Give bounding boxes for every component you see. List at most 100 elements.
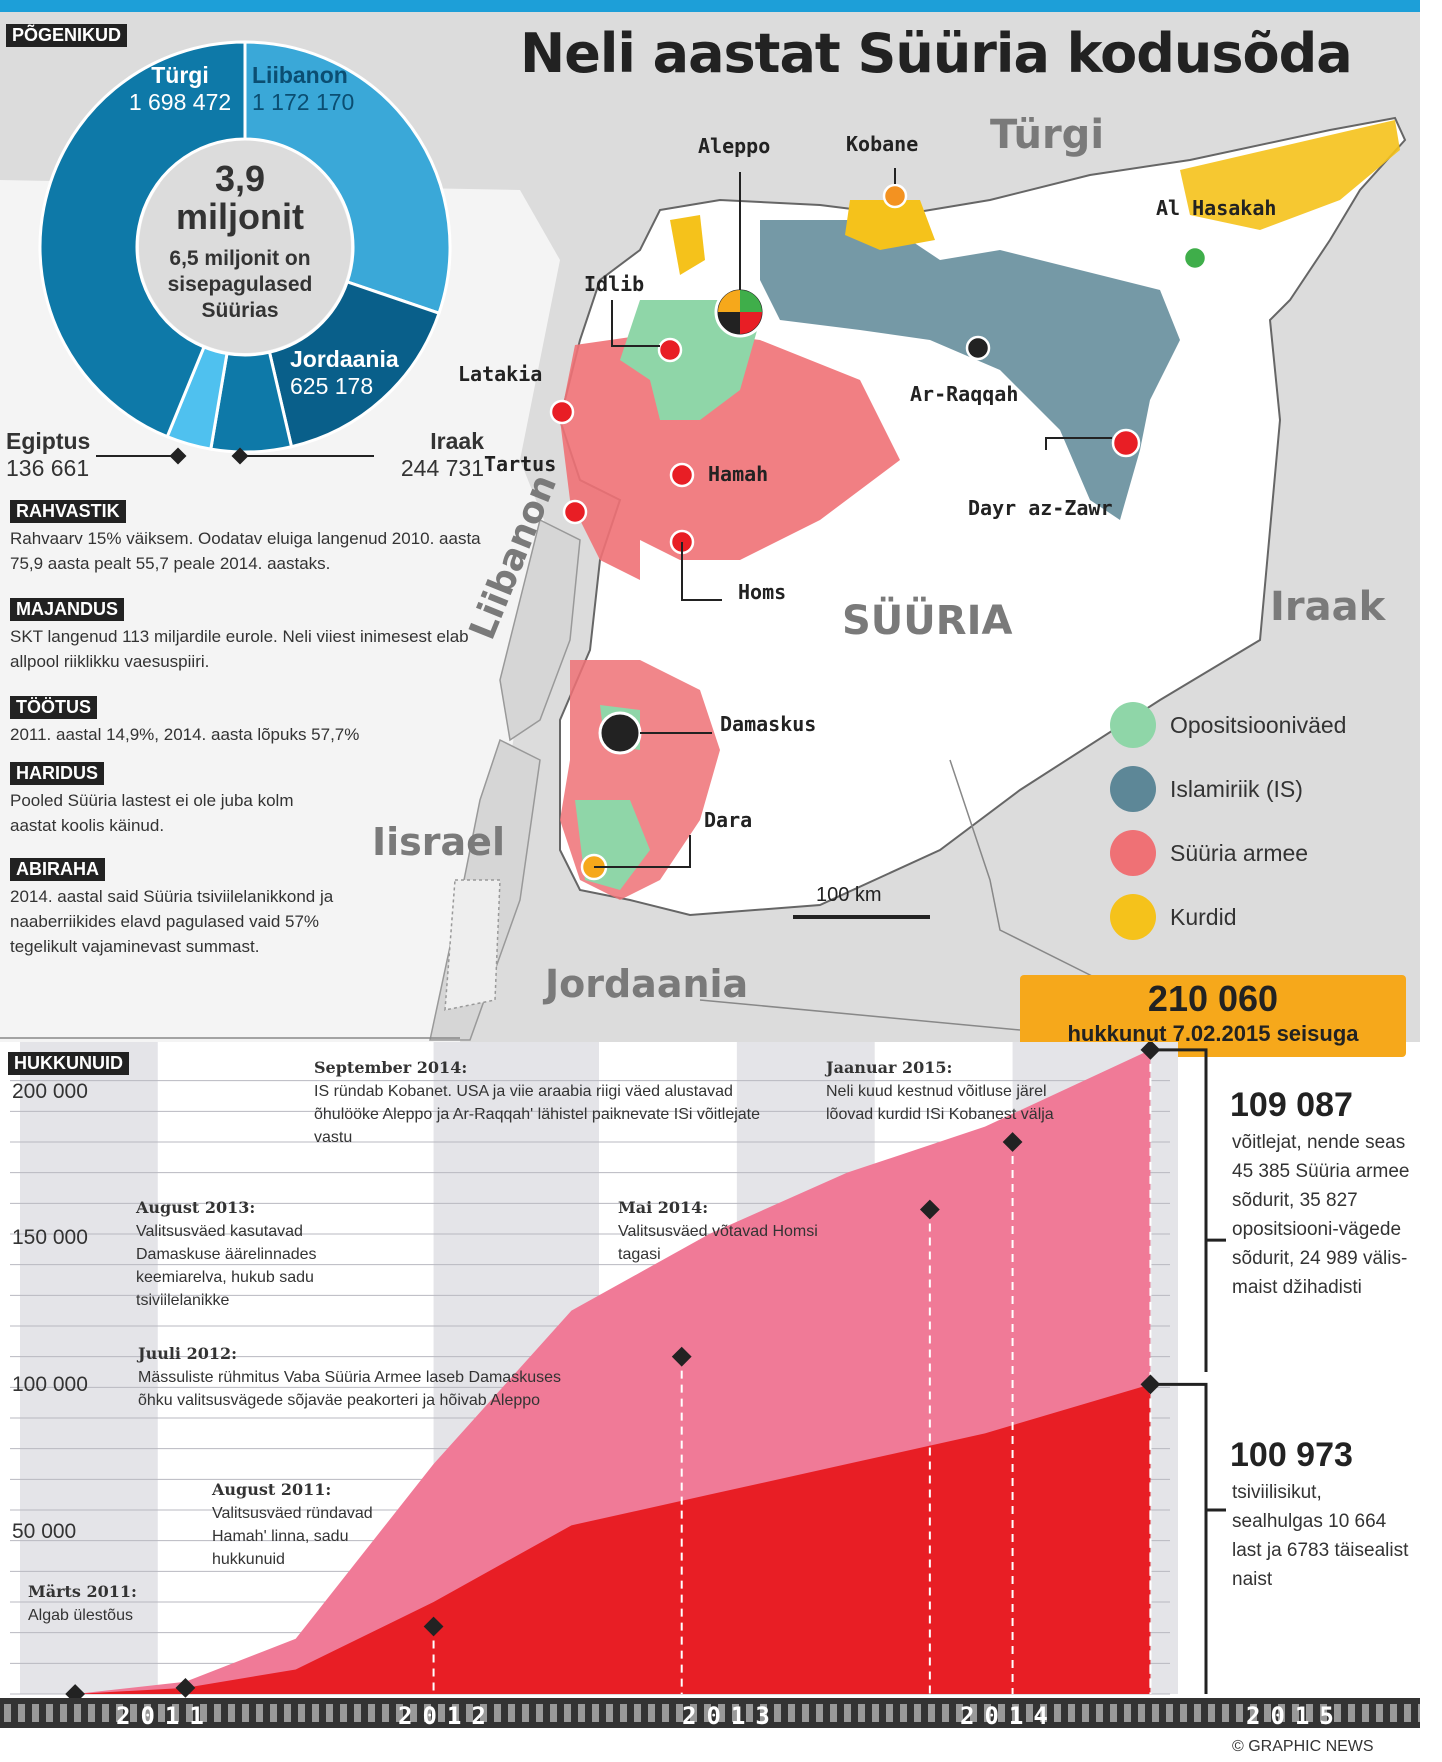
timeline-tick-494 <box>494 1704 501 1722</box>
fighters-desc: võitlejat, nende seas 45 385 Süüria arme… <box>1232 1132 1410 1298</box>
aid-text: 2014. aastal said Süüria tsiviilelanikko… <box>10 887 334 956</box>
legend-is: Islamiriik (IS) <box>1110 764 1303 814</box>
kurd-kobane-area <box>845 200 935 250</box>
city-hasakah: Al Hasakah <box>1156 196 1277 220</box>
civilians-area <box>75 1384 1151 1694</box>
lebanon-shape <box>499 518 581 742</box>
marker-damascus <box>598 711 642 755</box>
deaths-tag: HUKKUNUID <box>8 1052 129 1075</box>
year-band-0 <box>20 1042 158 1694</box>
city-kobane: Kobane <box>846 132 919 156</box>
civilians-bracket <box>1158 1382 1226 1694</box>
timeline-tick-1264 <box>1264 1704 1271 1722</box>
ytick-150000: 150 000 <box>12 1226 88 1249</box>
jordan-label: Jordaania 625 178 <box>290 346 399 399</box>
timeline-tick-704 <box>704 1704 711 1722</box>
timeline-tick-298 <box>298 1704 305 1722</box>
page-title: Neli aastat Süüria kodusõda <box>520 22 1353 85</box>
population-text: Rahvaarv 15% väiksem. Oodatav eluiga lan… <box>10 529 481 573</box>
timeline-tick-788 <box>788 1704 795 1722</box>
timeline-tick-984 <box>984 1704 991 1722</box>
timeline-tick-158 <box>158 1704 165 1722</box>
city-leader-lines <box>594 168 1112 919</box>
annotation-august-2013: August 2013: Valitsusväed kasutavad Damas… <box>136 1198 317 1309</box>
timeline-tick-886 <box>886 1704 893 1722</box>
timeline-tick-1124 <box>1124 1704 1131 1722</box>
timeline-tick-256 <box>256 1704 263 1722</box>
legend-opposition: Opositsiooniväed <box>1110 700 1346 750</box>
timeline-tick-452 <box>452 1704 459 1722</box>
timeline-tick-508 <box>508 1704 515 1722</box>
timeline-tick-172 <box>172 1704 179 1722</box>
egypt-label: Egiptus 136 661 <box>6 428 91 481</box>
timeline-tick-858 <box>858 1704 865 1722</box>
legend-is-swatch <box>1110 766 1156 812</box>
ytick-100000: 100 000 <box>12 1373 88 1396</box>
year-label-2012: 2012 <box>398 1702 496 1730</box>
timeline-tick-228 <box>228 1704 235 1722</box>
city-latakia: Latakia <box>458 362 543 386</box>
timeline-tick-676 <box>676 1704 683 1722</box>
label-syria: SÜÜRIA <box>842 598 1013 644</box>
timeline-tick-60 <box>60 1704 67 1722</box>
timeline-tick-144 <box>144 1704 151 1722</box>
ytick-200000: 200 000 <box>12 1080 88 1103</box>
legend-kurds-swatch <box>1110 894 1156 940</box>
timeline-tick-88 <box>88 1704 95 1722</box>
economy-text: SKT langenud 113 miljardile eurole. Neli… <box>10 627 469 671</box>
timeline-tick-970 <box>970 1704 977 1722</box>
timeline-tick-354 <box>354 1704 361 1722</box>
west-bank-shape <box>444 879 501 1011</box>
label-turkey: Türgi <box>990 112 1105 158</box>
timeline-tick-270 <box>270 1704 277 1722</box>
total-deaths-subtitle: hukkunut 7.02.2015 seisuga <box>1067 1021 1359 1046</box>
timeline-tick-592 <box>592 1704 599 1722</box>
timeline-tick-1376 <box>1376 1704 1383 1722</box>
timeline-tick-312 <box>312 1704 319 1722</box>
timeline-tick-1208 <box>1208 1704 1215 1722</box>
timeline-tick-1194 <box>1194 1704 1201 1722</box>
timeline-tick-1152 <box>1152 1704 1159 1722</box>
year-label-2014: 2014 <box>960 1702 1058 1730</box>
refugees-tag: PÕGENIKUD <box>6 24 128 47</box>
scale-label: 100 km <box>816 884 882 906</box>
timeline-tick-46 <box>46 1704 53 1722</box>
timeline-tick-900 <box>900 1704 907 1722</box>
timeline-tick-914 <box>914 1704 921 1722</box>
top-accent-bar <box>0 0 1420 12</box>
city-tartus: Tartus <box>484 452 557 476</box>
timeline-tick-634 <box>634 1704 641 1722</box>
marker-tartus <box>562 499 588 525</box>
city-damascus: Damaskus <box>720 712 817 736</box>
timeline-tick-998 <box>998 1704 1005 1722</box>
year-band-1 <box>157 1042 296 1694</box>
timeline-tick-130 <box>130 1704 137 1722</box>
timeline-tick-956 <box>956 1704 963 1722</box>
marker-hamah <box>669 462 695 488</box>
event-marker-7 <box>1140 1374 1161 1395</box>
year-label-2015: 2015 <box>1246 1702 1344 1730</box>
timeline-tick-1236 <box>1236 1704 1243 1722</box>
donut-slice-turkey <box>38 40 247 439</box>
marker-raqqah <box>965 335 991 361</box>
timeline-tick-74 <box>74 1704 81 1722</box>
timeline-tick-550 <box>550 1704 557 1722</box>
timeline-tick-760 <box>760 1704 767 1722</box>
credit: © GRAPHIC NEWS <box>1232 1738 1374 1755</box>
kurd-northeast-area <box>1180 120 1400 230</box>
annotation-july-2012: Juuli 2012: Mässuliste rühmitus Vaba Süür… <box>138 1344 561 1409</box>
marker-zawr <box>1111 428 1141 458</box>
timeline-tick-1040 <box>1040 1704 1047 1722</box>
city-dara: Dara <box>704 808 753 832</box>
timeline-tick-774 <box>774 1704 781 1722</box>
timeline-tick-1138 <box>1138 1704 1145 1722</box>
timeline-tick-1418 <box>1418 1704 1420 1722</box>
annotation-may-2014: Mai 2014: Valitsusväed võtavad Homsi taga… <box>618 1198 818 1263</box>
timeline-tick-1068 <box>1068 1704 1075 1722</box>
civilians-value: 100 973 <box>1230 1436 1353 1474</box>
timeline-tick-1278 <box>1278 1704 1285 1722</box>
year-label-2011: 2011 <box>116 1702 214 1730</box>
timeline-tick-928 <box>928 1704 935 1722</box>
turkey-label: Türgi 1 698 472 <box>128 62 232 115</box>
timeline-tick-200 <box>200 1704 207 1722</box>
